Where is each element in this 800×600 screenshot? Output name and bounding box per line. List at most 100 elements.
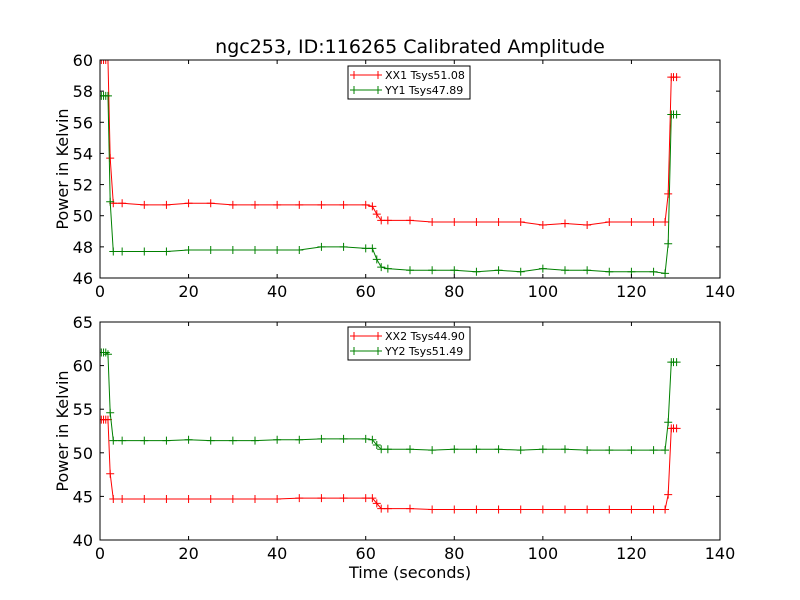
data-point [372,255,381,264]
data-point [661,446,670,455]
data-point [184,495,193,504]
data-point [317,200,326,209]
data-point [162,436,171,445]
legend-label: YY1 Tsys47.89 [384,84,463,97]
data-point [317,242,326,251]
data-point [228,200,237,209]
y-tick-label: 60 [73,357,93,376]
x-tick-label: 140 [705,544,736,563]
data-point [583,266,592,275]
data-point [516,267,525,276]
data-point [251,200,259,209]
data-point [383,264,392,273]
x-tick-label: 120 [616,282,647,301]
data-point [206,436,215,445]
data-point [109,436,118,445]
y-tick-label: 45 [73,487,93,506]
data-point [561,445,569,454]
data-point [184,435,193,444]
data-point [383,445,392,454]
data-point [494,445,503,454]
legend-marker [350,332,358,340]
data-point [649,217,658,226]
data-point [516,217,525,226]
data-point [251,495,259,504]
data-point [162,495,171,504]
data-point [162,247,171,256]
data-point [561,505,569,514]
x-tick-label: 120 [616,544,647,563]
data-point [450,445,459,454]
data-point [103,350,112,359]
data-point [428,217,437,226]
data-point [361,434,370,443]
data-point [368,435,377,444]
data-point [101,60,110,64]
axes-frame [99,59,721,279]
data-point [672,424,681,433]
data-point [339,434,348,443]
data-point [494,505,503,514]
data-point [368,202,377,211]
data-point [661,217,670,226]
data-point [406,504,414,513]
y-tick-label: 56 [73,113,93,132]
series-yy-2 [100,348,681,455]
legend-marker [374,347,382,355]
data-point [661,505,670,514]
data-point [664,239,673,248]
data-point [118,436,127,445]
legend: XX2 Tsys44.90 YY2 Tsys51.49 [347,326,471,361]
data-point [251,245,259,254]
data-point [140,247,149,256]
data-point [140,200,149,209]
legend-marker [374,71,382,79]
data-point [295,200,304,209]
data-point [317,434,326,443]
legend-label: YY2 Tsys51.49 [384,345,463,358]
data-point [538,221,547,230]
data-point [428,446,437,455]
data-point [103,91,112,100]
data-point [516,505,525,514]
data-point [100,60,106,64]
x-tick-label: 100 [528,282,559,301]
x-tick-label: 40 [267,282,287,301]
data-point [361,200,370,209]
x-tick-label: 140 [705,282,736,301]
x-tick-label: 0 [95,282,105,301]
data-point [664,418,673,427]
y-tick-label: 54 [73,144,93,163]
data-point [406,445,414,454]
data-point [273,245,282,254]
x-tick-label: 80 [444,544,464,563]
y-tick-label: 40 [73,531,93,550]
data-point [184,199,193,208]
upper-plot-panel: 0 20 40 60 80 100 120 140 46 48 50 52 54 56 58 60 Power … [53,51,735,301]
data-point [228,436,237,445]
data-point [140,436,149,445]
data-point [109,495,118,504]
data-point [317,494,326,503]
legend: XX1 Tsys51.08 YY1 Tsys47.89 [347,65,471,100]
data-point [118,495,127,504]
data-point [450,217,459,226]
legend-marker [374,332,382,340]
data-point [251,436,259,445]
data-point [583,505,592,514]
data-point [273,435,282,444]
axes-frame [99,321,721,541]
data-point [561,219,569,228]
data-point [339,200,348,209]
legend-label: XX2 Tsys44.90 [385,330,465,343]
data-point [605,505,614,514]
y-tick-label: 48 [73,238,93,257]
data-point [516,446,525,455]
data-point [140,495,149,504]
data-point [605,217,614,226]
data-point [106,197,115,206]
data-point [206,245,215,254]
data-point [627,505,636,514]
data-point [295,435,304,444]
